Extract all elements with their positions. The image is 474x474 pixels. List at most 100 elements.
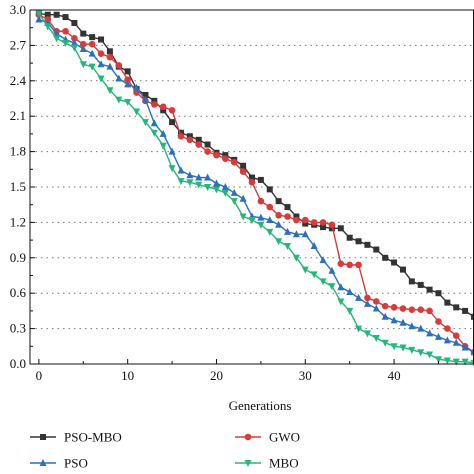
data-point-pso-mbo xyxy=(346,234,353,241)
data-point-pso xyxy=(275,220,283,228)
data-point-gwo xyxy=(284,213,291,220)
legend-item-gwo: GWO xyxy=(235,430,300,445)
data-point-mbo xyxy=(133,108,141,116)
data-point-pso xyxy=(408,322,416,330)
data-point-mbo xyxy=(363,330,371,338)
x-tick-label: 10 xyxy=(121,368,134,383)
data-point-pso-mbo xyxy=(142,91,149,98)
data-point-pso-mbo xyxy=(44,11,51,18)
data-point-pso xyxy=(150,119,158,127)
data-point-pso-mbo xyxy=(293,213,300,220)
data-point-gwo xyxy=(417,306,425,314)
data-point-pso xyxy=(337,283,345,291)
data-point-mbo xyxy=(390,343,398,351)
data-point-gwo xyxy=(168,107,176,114)
data-point-pso xyxy=(186,171,194,179)
data-point-gwo xyxy=(177,132,185,140)
y-tick-label: 1.5 xyxy=(10,179,26,194)
data-point-gwo xyxy=(364,294,371,302)
data-point-pso-mbo xyxy=(284,204,291,211)
data-point-gwo xyxy=(151,101,158,108)
series-pso-mbo xyxy=(35,10,474,320)
data-point-pso-mbo xyxy=(373,246,380,253)
data-point-pso xyxy=(35,15,43,23)
y-tick-label: 1.8 xyxy=(10,144,26,159)
data-point-gwo xyxy=(328,221,336,229)
data-point-pso xyxy=(70,39,78,47)
data-point-mbo xyxy=(337,298,345,306)
y-tick-label: 2.1 xyxy=(10,108,26,123)
data-point-gwo xyxy=(115,62,123,69)
data-point-mbo xyxy=(372,335,380,343)
data-point-pso xyxy=(159,129,167,137)
data-point-pso xyxy=(115,74,123,82)
y-tick-label: 0.3 xyxy=(10,321,26,336)
legend-marker xyxy=(39,459,47,466)
data-point-gwo xyxy=(390,304,398,311)
data-point-mbo xyxy=(150,129,158,137)
data-point-gwo xyxy=(452,332,460,339)
data-point-pso xyxy=(239,194,247,202)
legend: PSO-MBO GWO PSO MBO xyxy=(30,430,300,471)
data-point-pso xyxy=(461,343,469,351)
data-point-pso xyxy=(381,312,389,320)
series-layer xyxy=(35,10,474,367)
y-tick-label: 2.7 xyxy=(10,37,27,52)
legend-item-pso-mbo: PSO-MBO xyxy=(30,430,122,445)
y-tick-label: 0.9 xyxy=(10,250,26,265)
data-point-pso-mbo xyxy=(320,224,327,231)
data-point-pso xyxy=(310,242,318,249)
data-point-pso-mbo xyxy=(337,225,344,232)
data-point-gwo xyxy=(346,261,353,269)
data-point-gwo xyxy=(319,219,327,226)
data-point-pso xyxy=(266,216,274,224)
data-point-pso-mbo xyxy=(204,141,211,148)
data-point-mbo xyxy=(399,344,407,352)
data-point-pso-mbo xyxy=(53,11,60,18)
data-point-pso xyxy=(301,230,309,238)
legend-label: GWO xyxy=(269,430,300,445)
data-point-mbo xyxy=(417,349,425,357)
data-point-pso xyxy=(292,230,300,238)
y-tick-label: 1.2 xyxy=(10,214,26,229)
data-point-gwo xyxy=(88,40,96,48)
data-point-pso-mbo xyxy=(249,174,255,181)
data-point-gwo xyxy=(204,148,211,155)
data-point-mbo xyxy=(426,351,434,359)
data-point-gwo xyxy=(381,302,389,310)
data-point-pso xyxy=(328,266,336,274)
data-point-pso-mbo xyxy=(195,136,202,143)
data-point-mbo xyxy=(141,119,149,127)
data-point-pso-mbo xyxy=(302,220,309,227)
x-tick-label: 30 xyxy=(299,368,312,383)
data-point-pso xyxy=(257,213,265,221)
data-point-gwo xyxy=(186,136,194,144)
data-point-pso-mbo xyxy=(462,307,469,314)
data-point-pso-mbo xyxy=(186,133,193,140)
data-point-pso-mbo xyxy=(266,186,273,193)
data-point-pso xyxy=(141,95,149,103)
x-axis-title: Generations xyxy=(229,398,292,413)
x-tick-label: 40 xyxy=(388,368,401,383)
data-point-mbo xyxy=(248,217,256,225)
data-point-mbo xyxy=(177,178,185,186)
data-point-gwo xyxy=(248,178,256,186)
data-point-pso xyxy=(284,227,292,235)
data-point-gwo xyxy=(124,76,131,83)
data-point-gwo xyxy=(195,141,203,148)
data-point-mbo xyxy=(53,35,61,43)
data-point-pso-mbo xyxy=(417,281,424,288)
data-point-pso-mbo xyxy=(426,286,433,293)
data-point-pso xyxy=(79,44,87,52)
data-point-mbo xyxy=(62,40,70,48)
data-point-mbo xyxy=(434,356,442,364)
data-point-pso xyxy=(230,188,238,196)
data-point-pso-mbo xyxy=(444,299,451,306)
data-point-pso xyxy=(106,62,114,70)
data-point-gwo xyxy=(106,53,114,61)
data-point-pso-mbo xyxy=(257,176,264,183)
data-point-gwo xyxy=(373,298,380,305)
data-point-gwo xyxy=(213,151,220,159)
data-point-mbo xyxy=(168,165,176,173)
data-point-mbo xyxy=(97,75,105,83)
